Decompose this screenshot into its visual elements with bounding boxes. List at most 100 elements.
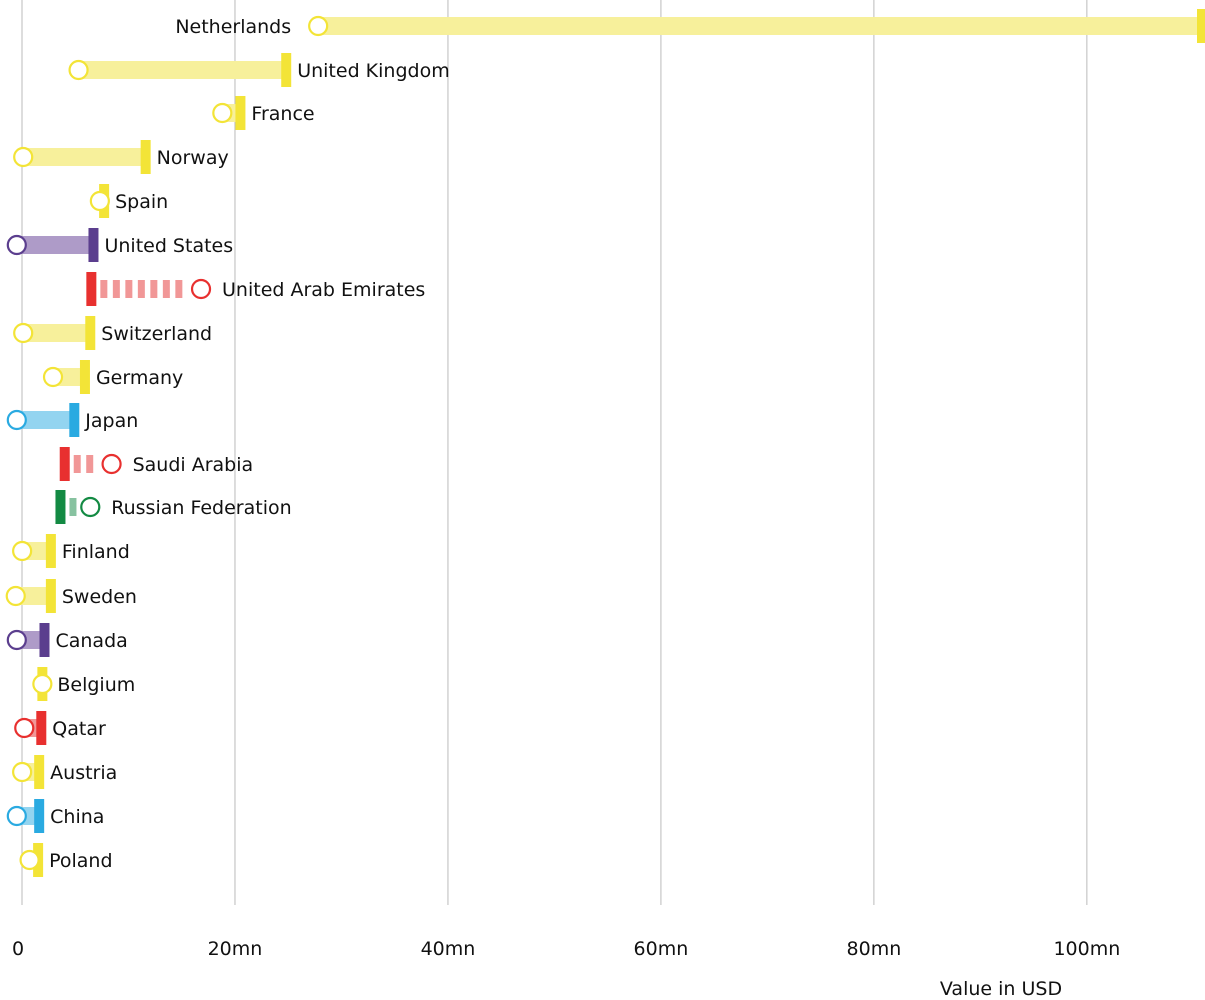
value-bar bbox=[45, 579, 56, 613]
value-circle bbox=[190, 278, 212, 300]
range-band bbox=[318, 17, 1202, 35]
value-circle bbox=[5, 585, 26, 607]
value-circle bbox=[6, 234, 27, 256]
row-finland: Finland bbox=[12, 534, 130, 568]
row-united-kingdom: United Kingdom bbox=[68, 53, 450, 87]
row-united-states: United States bbox=[6, 228, 233, 262]
x-tick-label: 0 bbox=[12, 938, 24, 960]
value-bar bbox=[34, 755, 45, 789]
row-label: Russian Federation bbox=[111, 497, 291, 519]
row-austria: Austria bbox=[12, 755, 117, 789]
row-united-arab-emirates: United Arab Emirates bbox=[86, 272, 425, 306]
row-label: Germany bbox=[96, 367, 183, 389]
row-label: China bbox=[50, 806, 104, 828]
range-dash bbox=[112, 280, 120, 298]
x-tick-label: 80mn bbox=[847, 938, 902, 960]
range-dash bbox=[137, 280, 145, 298]
value-circle bbox=[42, 366, 64, 388]
value-circle bbox=[80, 496, 101, 518]
row-label: Switzerland bbox=[101, 323, 212, 345]
value-bar bbox=[86, 272, 97, 306]
x-axis-ticks: 0 20mn 40mn 60mn 80mn 100mn bbox=[12, 938, 1120, 960]
row-saudi-arabia: Saudi Arabia bbox=[59, 447, 254, 481]
x-tick-label: 100mn bbox=[1053, 938, 1120, 960]
x-axis-label: Value in USD bbox=[940, 978, 1062, 1000]
row-label: Norway bbox=[157, 147, 229, 169]
row-label: Austria bbox=[50, 762, 117, 784]
row-label: United Kingdom bbox=[297, 60, 450, 82]
value-circle bbox=[6, 805, 27, 827]
value-bar bbox=[88, 228, 99, 262]
chart-marks: Netherlands United Kingdom France Norway Spa… bbox=[5, 9, 1205, 877]
row-china: China bbox=[6, 799, 104, 833]
value-circle bbox=[89, 190, 110, 212]
row-label: Saudi Arabia bbox=[133, 454, 254, 476]
value-bar bbox=[1197, 9, 1205, 43]
row-switzerland: Switzerland bbox=[13, 316, 212, 350]
range-band bbox=[16, 236, 94, 254]
row-label: United States bbox=[104, 235, 233, 257]
row-belgium: Belgium bbox=[32, 667, 135, 701]
value-circle bbox=[14, 717, 35, 739]
row-norway: Norway bbox=[13, 140, 229, 174]
row-label: Netherlands bbox=[175, 16, 291, 38]
row-label: Canada bbox=[55, 630, 127, 652]
x-tick-label: 40mn bbox=[421, 938, 476, 960]
row-label: United Arab Emirates bbox=[222, 279, 425, 301]
row-label: Belgium bbox=[57, 674, 135, 696]
value-bar bbox=[59, 447, 70, 481]
value-bar bbox=[45, 534, 56, 568]
range-dash bbox=[175, 280, 183, 298]
value-circle bbox=[13, 322, 34, 344]
row-label: Finland bbox=[62, 541, 130, 563]
range-dash bbox=[100, 280, 108, 298]
range-dash bbox=[162, 280, 170, 298]
range-band bbox=[78, 61, 287, 79]
value-circle bbox=[12, 761, 33, 783]
row-label: Poland bbox=[49, 850, 112, 872]
value-bar bbox=[36, 711, 47, 745]
range-dash bbox=[150, 280, 158, 298]
row-qatar: Qatar bbox=[14, 711, 106, 745]
range-dash bbox=[125, 280, 133, 298]
value-circle bbox=[13, 146, 34, 168]
row-japan: Japan bbox=[6, 403, 138, 437]
row-poland: Poland bbox=[19, 843, 113, 877]
row-canada: Canada bbox=[6, 623, 128, 657]
range-dash bbox=[73, 455, 81, 473]
row-label: Sweden bbox=[62, 586, 137, 608]
value-circle bbox=[32, 673, 53, 695]
x-tick-label: 20mn bbox=[208, 938, 263, 960]
value-bar bbox=[79, 360, 90, 394]
row-netherlands: Netherlands bbox=[175, 9, 1205, 43]
value-bar bbox=[140, 140, 151, 174]
range-dash bbox=[69, 498, 77, 516]
x-tick-label: 60mn bbox=[634, 938, 689, 960]
value-circle bbox=[12, 540, 33, 562]
value-circle bbox=[68, 59, 89, 81]
value-bar bbox=[39, 623, 50, 657]
value-bar bbox=[235, 96, 246, 130]
row-spain: Spain bbox=[89, 184, 168, 218]
row-label: Qatar bbox=[52, 718, 106, 740]
value-circle bbox=[6, 629, 27, 651]
row-label: France bbox=[251, 103, 314, 125]
value-bar bbox=[69, 403, 80, 437]
range-band bbox=[23, 148, 146, 166]
value-bar bbox=[34, 799, 45, 833]
row-germany: Germany bbox=[42, 360, 183, 394]
row-label: Spain bbox=[115, 191, 168, 213]
value-bar bbox=[85, 316, 96, 350]
value-circle bbox=[308, 15, 329, 37]
value-circle bbox=[212, 102, 233, 124]
value-bar bbox=[55, 490, 66, 524]
row-france: France bbox=[212, 96, 315, 130]
row-russian-federation: Russian Federation bbox=[55, 490, 292, 524]
range-band bbox=[16, 411, 75, 429]
range-band bbox=[23, 324, 91, 342]
row-label: Japan bbox=[84, 410, 138, 432]
range-dash bbox=[86, 455, 94, 473]
value-bar bbox=[281, 53, 292, 87]
grid-lines bbox=[21, 0, 1088, 905]
